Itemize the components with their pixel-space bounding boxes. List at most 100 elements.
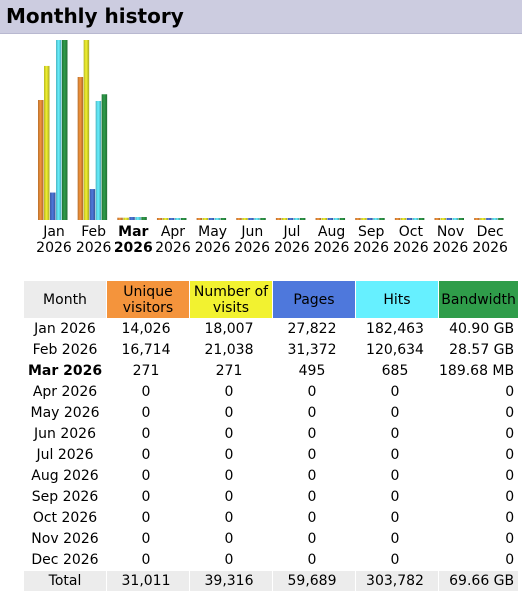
table-row: Sep 2026 0 0 0 0 0 xyxy=(24,487,518,507)
bar-pages xyxy=(168,218,175,220)
bar-unique-visitors xyxy=(474,218,480,220)
bar-pages xyxy=(89,189,96,220)
bar-visits xyxy=(162,218,169,220)
cell-unique: 0 xyxy=(141,447,151,463)
bar-hits xyxy=(214,218,221,220)
cell-hits: 0 xyxy=(390,552,400,568)
cell-unique: 0 xyxy=(141,552,151,568)
cell-hits: 0 xyxy=(390,489,400,505)
chart-month-label-year: 2026 xyxy=(472,240,508,256)
chart-month-label: Oct 2026 xyxy=(391,224,431,256)
table-row: Mar 2026 271 271 495 685 189.68 MB xyxy=(24,361,518,381)
cell-visits: 0 xyxy=(224,510,234,526)
cell-pages: 0 xyxy=(307,384,317,400)
cell-month: Feb 2026 xyxy=(32,342,98,358)
cell-hits: 182,463 xyxy=(366,321,424,337)
monthly-stats-table: Month Unique visitors Number of visits P… xyxy=(23,280,519,592)
cell-hits: 0 xyxy=(390,447,400,463)
cell-unique: 0 xyxy=(141,384,151,400)
chart-month-label: Aug 2026 xyxy=(312,224,352,256)
cell-pages: 31,372 xyxy=(287,342,337,358)
cell-pages: 0 xyxy=(307,405,317,421)
cell-visits: 18,007 xyxy=(204,321,254,337)
chart-month-label-year: 2026 xyxy=(234,240,271,256)
chart-month-label-month: Aug xyxy=(317,224,346,240)
bar-visits xyxy=(242,218,248,220)
bar-unique-visitors xyxy=(196,218,203,220)
bar-hits xyxy=(174,218,181,220)
cell-visits: 39,316 xyxy=(190,571,272,591)
table-row: Apr 2026 0 0 0 0 0 xyxy=(24,382,518,402)
chart-month-label-year: 2026 xyxy=(432,240,469,256)
table-row: Feb 2026 16,714 21,038 31,372 120,634 28.57 G… xyxy=(24,340,518,360)
cell-bandwidth: 0 xyxy=(505,489,515,505)
cell-unique: 0 xyxy=(141,510,151,526)
cell-pages: 0 xyxy=(307,447,317,463)
cell-month: Mar 2026 xyxy=(27,363,103,379)
bar-hits xyxy=(254,218,260,220)
bar-bandwidth xyxy=(418,218,425,220)
bar-visits xyxy=(361,218,367,220)
cell-month: Aug 2026 xyxy=(31,468,99,484)
chart-month-label: Jan 2026 xyxy=(34,224,74,256)
cell-unique: 0 xyxy=(141,489,151,505)
cell-month: Jun 2026 xyxy=(34,426,96,442)
bar-bandwidth xyxy=(458,218,464,220)
bar-bandwidth xyxy=(101,94,108,220)
chart-month-label-year: 2026 xyxy=(353,240,389,256)
chart-month-label-month: Feb xyxy=(81,224,107,240)
bar-bandwidth xyxy=(220,218,227,220)
cell-bandwidth: 0 xyxy=(505,531,515,547)
table-row: Oct 2026 0 0 0 0 0 xyxy=(24,508,518,528)
cell-hits: 0 xyxy=(390,531,400,547)
cell-bandwidth: 0 xyxy=(505,405,515,421)
bar-bandwidth xyxy=(141,217,147,220)
chart-month-label-year: 2026 xyxy=(194,240,231,256)
cell-bandwidth: 69.66 GB xyxy=(439,571,519,591)
chart-month-label: Jun 2026 xyxy=(232,224,272,256)
bar-hits xyxy=(492,218,498,220)
bar-visits xyxy=(480,218,486,220)
cell-bandwidth: 0 xyxy=(505,447,515,463)
chart-month-label-month: Mar xyxy=(118,224,149,240)
bar-hits xyxy=(373,218,379,220)
table-row: Aug 2026 0 0 0 0 0 xyxy=(24,466,518,486)
chart-month-label-year: 2026 xyxy=(75,240,112,256)
cell-bandwidth: 0 xyxy=(505,384,515,400)
bar-pages xyxy=(327,218,334,220)
table-total-row: Total 31,011 39,316 59,689 303,782 69.66 GB xyxy=(24,571,519,591)
chart-month-label: Mar 2026 xyxy=(113,224,153,256)
bar-pages xyxy=(50,192,56,220)
cell-month: Jan 2026 xyxy=(34,321,96,337)
bar-hits xyxy=(293,218,300,220)
cell-unique: 271 xyxy=(132,363,160,379)
bar-visits xyxy=(321,218,328,220)
cell-bandwidth: 0 xyxy=(505,468,515,484)
bar-pages xyxy=(208,218,215,220)
bar-unique-visitors xyxy=(38,99,44,220)
section-header: Monthly history xyxy=(0,0,522,34)
bar-bandwidth xyxy=(299,218,306,220)
bar-visits xyxy=(202,218,209,220)
cell-unique: 0 xyxy=(141,531,151,547)
bar-bandwidth xyxy=(379,218,385,220)
cell-visits: 0 xyxy=(224,426,234,442)
chart-month-label: Jul 2026 xyxy=(272,224,312,256)
bar-unique-visitors xyxy=(117,217,123,220)
table-header-row: Month Unique visitors Number of visits P… xyxy=(24,281,519,318)
chart-month-label-year: 2026 xyxy=(313,240,350,256)
bar-unique-visitors xyxy=(434,218,440,220)
cell-visits: 0 xyxy=(224,405,234,421)
chart-month-label-month: Jan xyxy=(43,224,65,240)
cell-visits: 0 xyxy=(224,468,234,484)
cell-pages: 0 xyxy=(307,552,317,568)
bar-unique-visitors xyxy=(77,76,84,220)
cell-bandwidth: 0 xyxy=(505,552,515,568)
chart-month-label-month: Apr xyxy=(160,224,186,240)
cell-pages: 0 xyxy=(307,489,317,505)
cell-bandwidth: 0 xyxy=(505,510,515,526)
cell-month: Apr 2026 xyxy=(32,384,98,400)
bar-unique-visitors xyxy=(275,218,282,220)
chart-month-label-month: May xyxy=(198,224,228,240)
chart-month-label: Feb 2026 xyxy=(74,224,114,256)
